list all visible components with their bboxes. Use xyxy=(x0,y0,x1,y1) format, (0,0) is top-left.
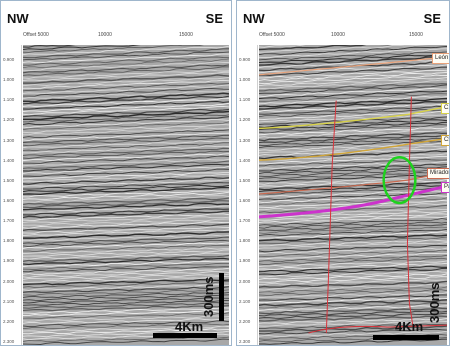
horizon-c1 xyxy=(259,105,447,130)
horizon-c5 xyxy=(259,137,447,161)
horizon-tag-mirador: Mirador xyxy=(427,168,449,179)
time-tick-label: 1.900 xyxy=(239,258,251,264)
horizon-tag-c1: C1 xyxy=(441,103,449,114)
time-tick-label: 2.200 xyxy=(3,318,15,324)
time-tick-label: 1.200 xyxy=(239,117,251,123)
time-axis: 0.900 1.000 1.100 1.200 1.300 1.400 1.500 1.600… xyxy=(1,45,22,345)
seismic-section xyxy=(259,45,447,345)
time-tick-label: 1.700 xyxy=(239,218,251,224)
time-tick-label: 1.800 xyxy=(3,238,15,244)
time-tick-label: 1.600 xyxy=(3,198,15,203)
basement-line xyxy=(308,324,447,334)
time-tick-label: 1.500 xyxy=(3,177,15,183)
offset-label: Offset 5000 xyxy=(259,32,285,38)
scale-label-4km: 4Km xyxy=(395,319,424,334)
offset-label: Offset 5000 xyxy=(23,32,49,38)
time-tick-label: 2.100 xyxy=(239,298,251,304)
time-tick-label: 1.900 xyxy=(3,258,15,264)
time-tick-label: 1.800 xyxy=(239,238,251,244)
time-tick-label: 0.900 xyxy=(3,57,15,62)
time-tick-label: 1.400 xyxy=(239,157,251,163)
time-tick-label: 2.200 xyxy=(239,318,251,324)
time-tick-label: 1.000 xyxy=(3,77,15,83)
time-tick-label: 1.600 xyxy=(239,198,251,203)
scale-label-300ms: 300ms xyxy=(201,276,216,317)
seismic-panel-raw: NW SE Offset 5000 10000 15000 0.900 1.000… xyxy=(0,0,232,346)
scale-label-4km: 4Km xyxy=(175,319,204,334)
fault-line-west xyxy=(325,100,337,334)
seismic-section xyxy=(23,45,229,345)
horizon-tag-paleozoic: Pa xyxy=(441,182,449,193)
se-label: SE xyxy=(205,11,223,26)
horizontal-scale-bar xyxy=(153,333,217,338)
vertical-scale-bar xyxy=(219,273,224,321)
horizon-paleozoic xyxy=(259,184,447,219)
time-tick-label: 0.900 xyxy=(239,57,251,62)
time-tick-label: 1.100 xyxy=(239,97,251,103)
time-tick-label: 2.000 xyxy=(3,278,15,284)
seismic-panel-interpreted: NW SE Offset 5000 10000 15000 0.900 1.000… xyxy=(236,0,450,346)
time-tick-label: 1.100 xyxy=(3,97,15,103)
time-tick-label: 1.400 xyxy=(3,157,15,163)
time-tick-label: 1.000 xyxy=(239,77,251,83)
offset-label: 10000 xyxy=(331,32,345,38)
offset-axis: Offset 5000 10000 15000 xyxy=(23,32,229,40)
horizon-mirador xyxy=(259,171,447,195)
time-tick-label: 1.700 xyxy=(3,218,15,224)
fault-line-east xyxy=(406,96,414,330)
horizon-tag-c5: C5 xyxy=(441,135,449,146)
time-tick-label: 1.200 xyxy=(3,117,15,123)
time-tick-label: 2.000 xyxy=(239,278,251,284)
nw-label: NW xyxy=(7,11,29,26)
horizon-leon xyxy=(259,56,447,76)
time-tick-label: 2.300 xyxy=(239,339,251,344)
time-axis: 0.900 1.000 1.100 1.200 1.300 1.400 1.500 1.600… xyxy=(237,45,258,345)
offset-label: 10000 xyxy=(98,32,112,38)
offset-label: 15000 xyxy=(409,32,423,38)
scale-label-300ms: 300ms xyxy=(427,282,442,323)
time-tick-label: 2.100 xyxy=(3,298,15,304)
time-tick-label: 2.300 xyxy=(3,339,15,344)
time-tick-label: 1.300 xyxy=(3,137,15,143)
highlight-ellipse xyxy=(382,156,417,205)
se-label: SE xyxy=(423,11,441,26)
nw-label: NW xyxy=(243,11,265,26)
horizon-tag-leon: León xyxy=(432,53,449,64)
offset-label: 15000 xyxy=(179,32,193,38)
time-tick-label: 1.300 xyxy=(239,137,251,143)
horizontal-scale-bar xyxy=(373,335,439,340)
offset-axis: Offset 5000 10000 15000 xyxy=(259,32,447,40)
time-tick-label: 1.500 xyxy=(239,177,251,183)
